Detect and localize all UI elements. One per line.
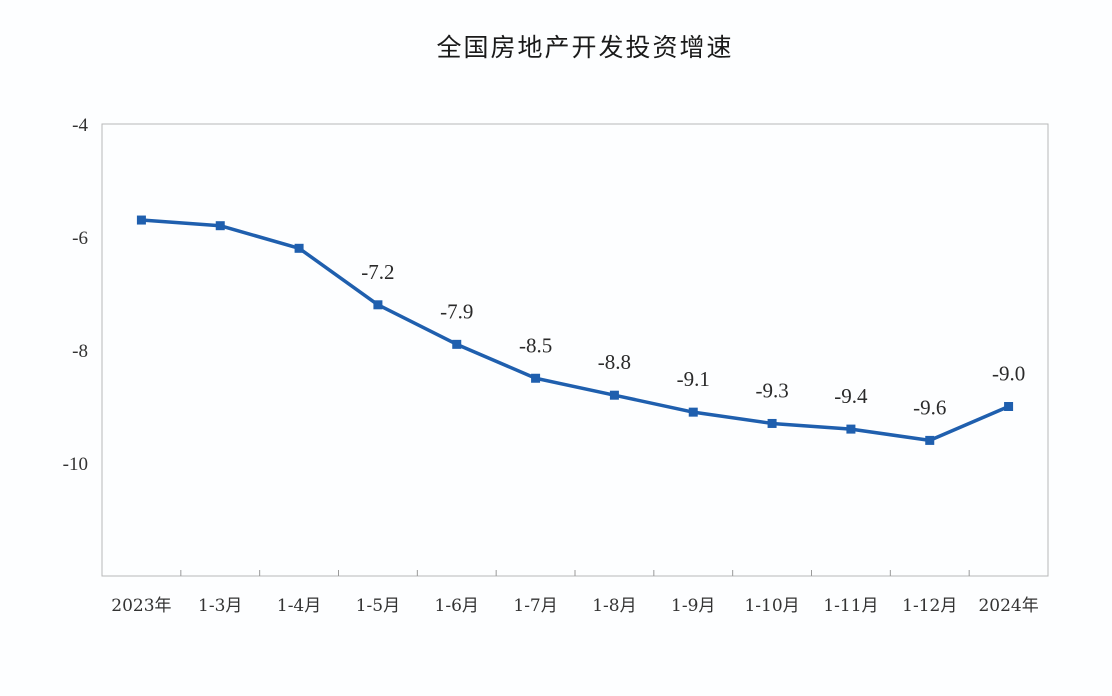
data-point-marker: [136, 215, 146, 225]
plot-area-frame: [101, 123, 1049, 577]
data-point-marker: [373, 300, 383, 310]
data-point-marker: [609, 390, 619, 400]
x-tick-label: 2024年: [978, 596, 1038, 616]
x-tick-label: 1-9月: [671, 596, 715, 616]
data-point-marker: [452, 339, 462, 349]
data-point-marker: [846, 424, 856, 434]
y-tick-label: -8: [72, 341, 88, 362]
data-point-marker: [1004, 402, 1014, 411]
data-label: -9.4: [834, 384, 868, 408]
x-tick-label: 2023年: [111, 596, 171, 616]
x-tick-label: 1-5月: [356, 596, 400, 616]
data-point-marker: [215, 221, 225, 231]
data-label: -8.5: [519, 333, 552, 357]
data-point-marker: [688, 407, 698, 417]
data-point-marker: [925, 435, 935, 445]
x-tick-label: 1-10月: [744, 596, 799, 616]
data-label: -9.6: [913, 395, 946, 419]
data-label: -9.0: [992, 362, 1025, 386]
data-labels-group: -7.2 -7.9 -8.5 -8.8 -9.1 -9.3 -9.4 -9.6 -9.0: [361, 260, 1025, 420]
x-tick-label: 1-6月: [435, 596, 479, 616]
x-tick-label: 1-8月: [592, 596, 636, 616]
data-point-marker: [767, 418, 777, 428]
chart-title: 全国房地产开发投资增速: [436, 33, 734, 62]
x-tick-label: 1-11月: [823, 596, 878, 616]
data-label: -9.1: [677, 367, 710, 391]
x-tick-label: 1-4月: [277, 596, 321, 616]
data-label: -8.8: [598, 350, 631, 374]
y-tick-label: -6: [72, 228, 88, 249]
data-label: -9.3: [755, 378, 788, 402]
x-axis-ticks: 2023年 1-3月 1-4月 1-5月 1-6月 1-7月 1-8月 1-9月 1-10月 1-…: [111, 570, 1039, 616]
data-label: -7.9: [440, 299, 473, 323]
series-line: [139, 218, 1011, 443]
data-point-marker: [531, 373, 541, 383]
x-tick-label: 1-12月: [902, 596, 957, 616]
series-group: [136, 215, 1014, 445]
x-tick-label: 1-7月: [513, 596, 557, 616]
data-point-marker: [294, 243, 304, 253]
data-label: -7.2: [361, 260, 394, 284]
y-axis-ticks: -4 -6 -8 -10: [63, 115, 89, 475]
y-tick-label: -4: [72, 115, 88, 136]
x-tick-label: 1-3月: [198, 596, 242, 616]
y-tick-label: -10: [63, 454, 88, 475]
